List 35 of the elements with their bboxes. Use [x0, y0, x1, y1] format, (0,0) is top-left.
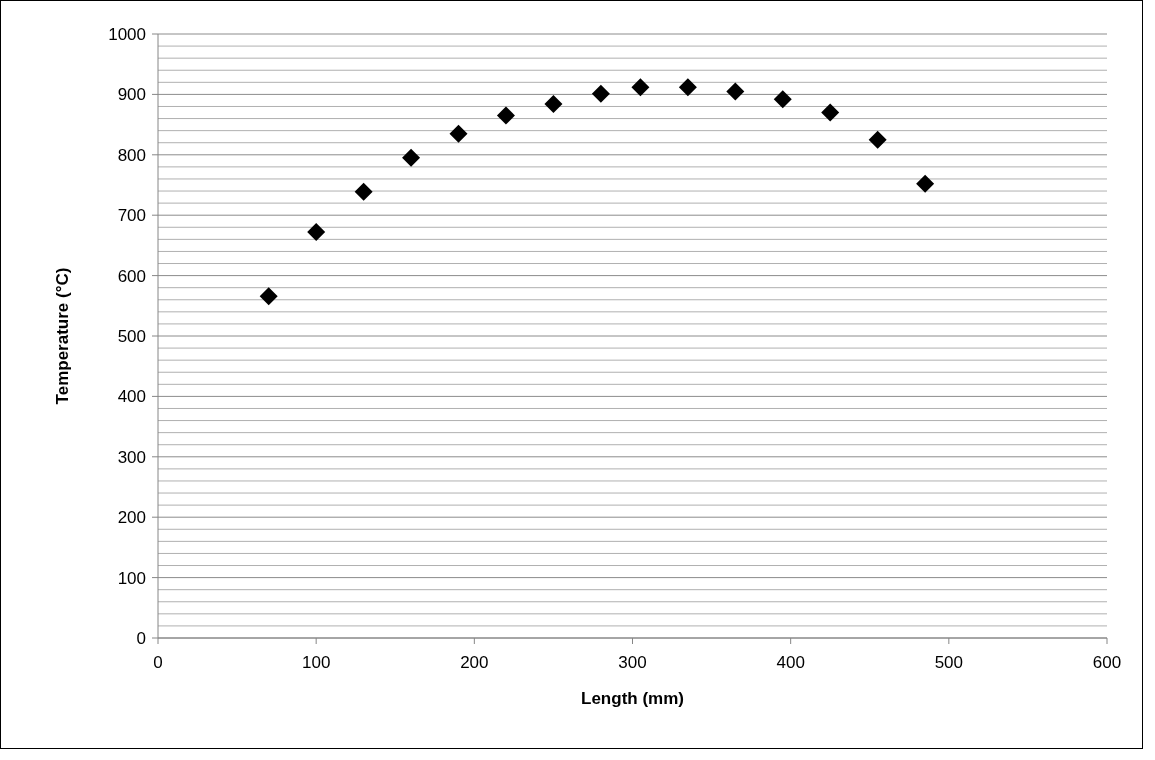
point — [678, 78, 697, 97]
point — [402, 148, 421, 167]
x-tick-label: 0 — [153, 653, 163, 672]
x-axis-title: Length (mm) — [581, 689, 684, 708]
y-tick-label: 200 — [117, 508, 146, 528]
point — [868, 130, 887, 149]
y-tick-label: 900 — [117, 85, 146, 105]
point — [773, 90, 792, 109]
x-tick-label: 400 — [776, 653, 805, 672]
y-tick-label: 1000 — [108, 24, 146, 44]
y-tick-label: 700 — [117, 206, 146, 226]
point — [821, 103, 840, 122]
y-tick-label: 400 — [117, 387, 146, 407]
point — [354, 182, 373, 201]
y-tick-label: 500 — [117, 326, 146, 346]
point — [449, 124, 468, 143]
point — [591, 84, 610, 103]
point — [631, 78, 650, 97]
x-tick-label: 600 — [1092, 653, 1122, 672]
x-tick-label: 100 — [301, 653, 331, 672]
y-tick-label: 300 — [117, 447, 146, 467]
point — [726, 82, 745, 101]
y-tick-label: 800 — [117, 145, 146, 165]
y-axis-title: Temperature (°C) — [53, 267, 72, 405]
point — [496, 106, 515, 125]
y-tick-label: 600 — [117, 266, 146, 286]
x-tick-label: 200 — [460, 653, 489, 672]
point — [916, 174, 935, 193]
x-tick-label: 500 — [934, 653, 964, 672]
point — [259, 287, 278, 306]
y-tick-label: 100 — [117, 568, 146, 588]
x-tick-label: 300 — [618, 653, 647, 672]
y-tick-label: 0 — [136, 628, 146, 648]
point — [544, 95, 563, 114]
point — [307, 223, 326, 242]
